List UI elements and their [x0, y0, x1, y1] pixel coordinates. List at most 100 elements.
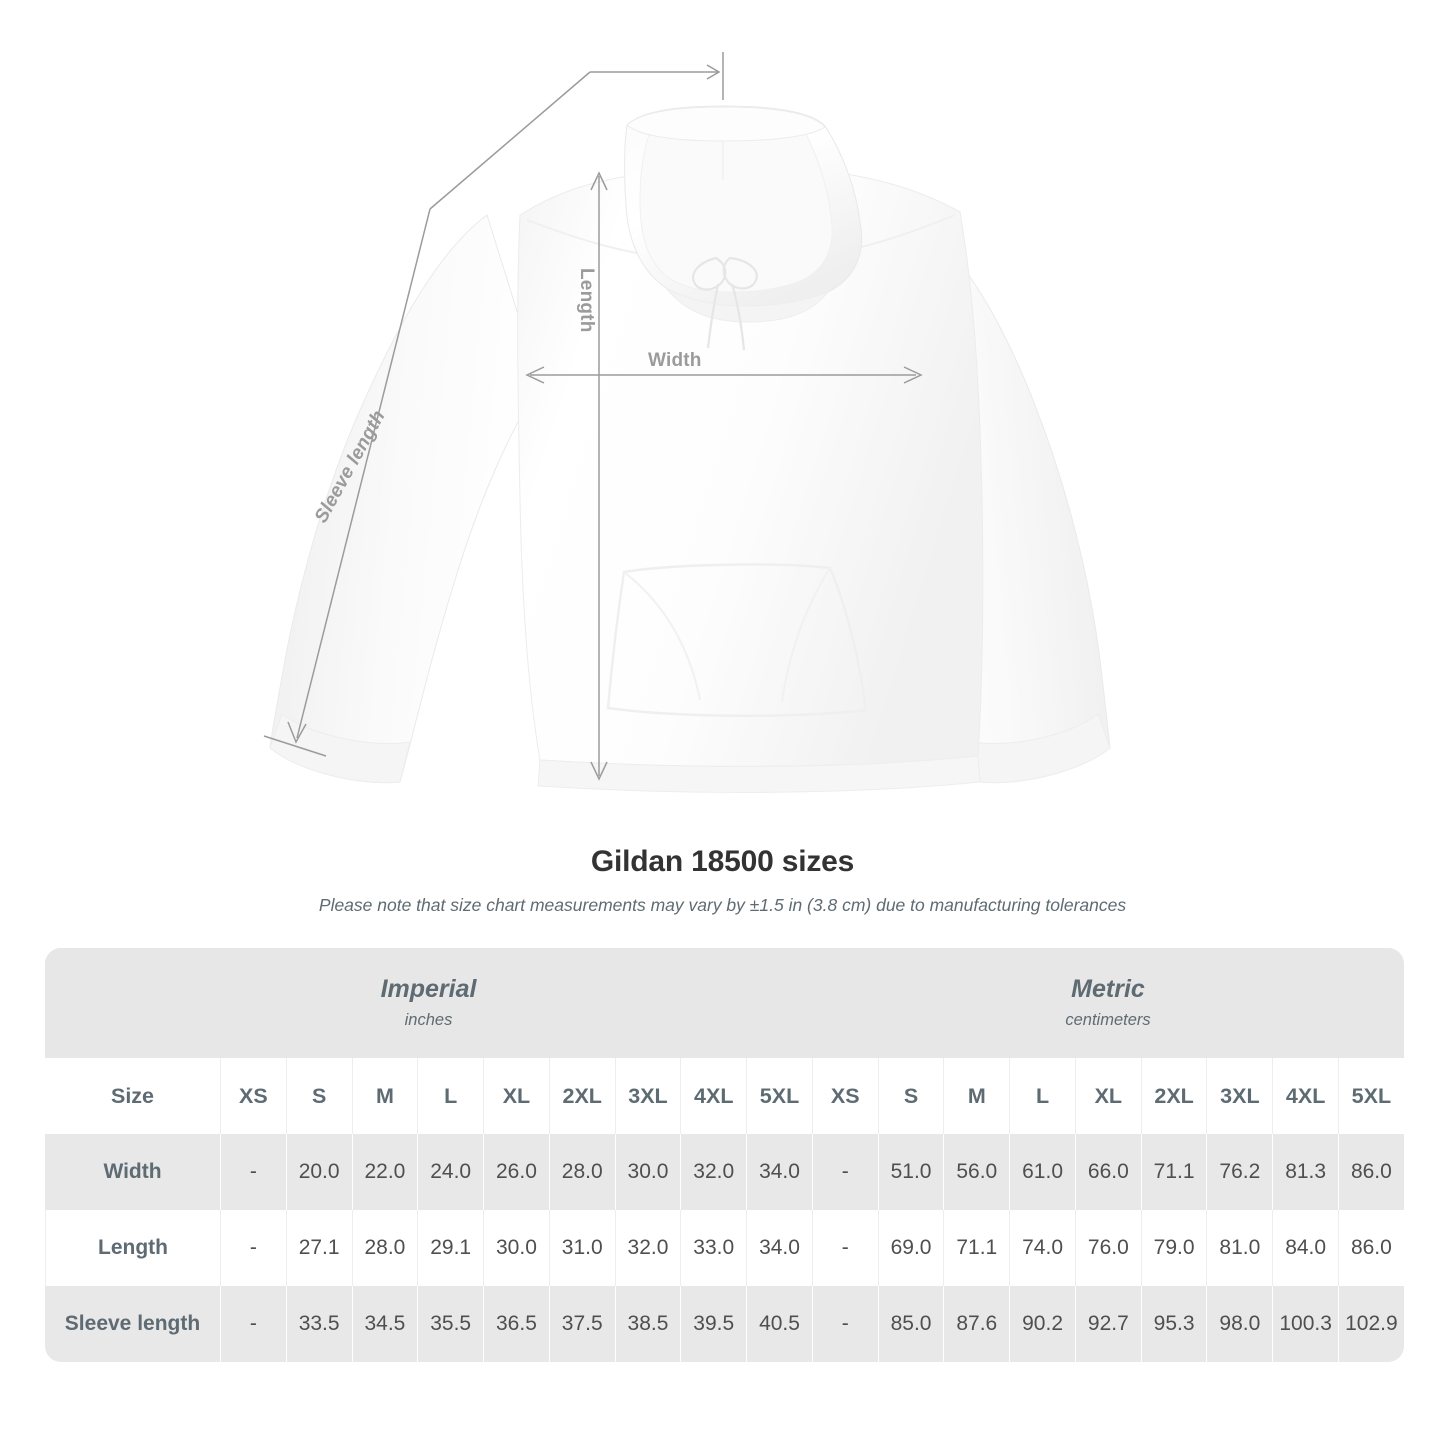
column-header-metric-5xl: 5XL: [1338, 1058, 1404, 1134]
row-header-width: Width: [103, 1160, 162, 1183]
cell-imperial-xl: 36.5: [483, 1286, 549, 1362]
column-header-imperial-4xl: 4XL: [680, 1058, 746, 1134]
unit-group-imperial-sub: inches: [404, 1010, 453, 1029]
cell-metric-xl: 92.7: [1074, 1286, 1141, 1362]
table-row: Sleeve length -33.5 34.5 35.5 36.5 37.5 38.5 39…: [45, 1286, 1404, 1362]
cell-metric-xs: -: [811, 1210, 878, 1286]
tolerance-note: Please note that size chart measurements…: [318, 895, 1127, 915]
cell-metric-4xl: 100.3: [1272, 1286, 1338, 1362]
cell-imperial-xl: 30.0: [483, 1210, 549, 1286]
column-header-row: Size XS S M L XL 2XL 3XL 4XL 5XL XS S M L XL 2XL 3XL 4XL 5…: [45, 1058, 1404, 1134]
hoodie-body: [269, 105, 1111, 793]
row-header-sleeve-length: Sleeve length: [64, 1312, 201, 1335]
unit-group-metric: Metric centimeters: [812, 948, 1404, 1058]
cell-metric-xl: 66.0: [1074, 1134, 1141, 1210]
cell-metric-l: 90.2: [1009, 1286, 1075, 1362]
cell-imperial-2xl: 37.5: [548, 1286, 615, 1362]
table-row: Width -20.0 22.0 24.0 26.0 28.0 30.0 32.0 34.0-5…: [45, 1134, 1404, 1210]
cell-metric-s: 51.0: [877, 1134, 944, 1210]
drawstring: [692, 256, 758, 351]
cell-metric-l: 74.0: [1009, 1210, 1075, 1286]
width-arrow-head-left: [525, 366, 545, 384]
column-header-metric-3xl: 3XL: [1206, 1058, 1272, 1134]
unit-header-row: Imperial inches Metric centimeters: [45, 948, 1404, 1058]
cell-metric-3xl: 98.0: [1206, 1286, 1272, 1362]
column-header-imperial-5xl: 5XL: [746, 1058, 812, 1134]
cell-metric-xl: 76.0: [1074, 1210, 1141, 1286]
unit-group-metric-name: Metric: [1071, 975, 1145, 1004]
cell-imperial-m: 34.5: [351, 1286, 418, 1362]
cell-metric-5xl: 102.9: [1338, 1286, 1404, 1362]
cell-metric-2xl: 71.1: [1140, 1134, 1207, 1210]
garment-diagram: Length Width Sleeve length: [263, 52, 1111, 793]
cell-metric-m: 56.0: [943, 1134, 1009, 1210]
unit-group-imperial: Imperial inches: [45, 948, 812, 1058]
cell-metric-5xl: 86.0: [1338, 1134, 1404, 1210]
table-row: Length -27.1 28.0 29.1 30.0 31.0 32.0 33.0 34.0-…: [45, 1210, 1404, 1286]
cell-imperial-xl: 26.0: [483, 1134, 549, 1210]
cell-imperial-s: 33.5: [285, 1286, 352, 1362]
cell-imperial-2xl: 31.0: [548, 1210, 615, 1286]
cell-metric-xs: -: [811, 1286, 878, 1362]
size-chart-table: Imperial inches Metric centimeters Size X…: [45, 948, 1404, 1362]
cell-metric-3xl: 81.0: [1206, 1210, 1272, 1286]
column-header-imperial-l: L: [417, 1058, 483, 1134]
title-block: Gildan 18500 sizes Please note that size…: [0, 845, 1445, 916]
cell-imperial-3xl: 32.0: [614, 1210, 681, 1286]
cell-imperial-l: 24.0: [417, 1134, 483, 1210]
length-arrow-head-top: [590, 171, 608, 191]
cell-metric-2xl: 79.0: [1140, 1210, 1207, 1286]
sleeve-length-dimension: [263, 52, 724, 757]
cell-metric-4xl: 81.3: [1272, 1134, 1338, 1210]
width-dimension: [525, 366, 923, 384]
length-dimension: [590, 171, 608, 781]
cell-imperial-xs: -: [220, 1134, 286, 1210]
column-header-imperial-xs: XS: [220, 1058, 286, 1134]
column-header-imperial-3xl: 3XL: [614, 1058, 681, 1134]
cell-imperial-s: 20.0: [285, 1134, 352, 1210]
cell-imperial-4xl: 32.0: [680, 1134, 746, 1210]
sleeve-arrow-head-bottom: [287, 721, 307, 744]
sleeve-arrow-head-right: [706, 64, 721, 80]
column-header-metric-m: M: [943, 1058, 1009, 1134]
column-header-metric-xl: XL: [1074, 1058, 1141, 1134]
cell-metric-xs: -: [811, 1134, 878, 1210]
cell-imperial-m: 22.0: [351, 1134, 418, 1210]
cell-imperial-5xl: 34.0: [746, 1134, 812, 1210]
cell-imperial-4xl: 39.5: [680, 1286, 746, 1362]
cell-metric-2xl: 95.3: [1140, 1286, 1207, 1362]
column-header-metric-s: S: [877, 1058, 944, 1134]
column-header-imperial-2xl: 2XL: [548, 1058, 615, 1134]
cell-metric-4xl: 84.0: [1272, 1210, 1338, 1286]
column-header-size: Size: [110, 1083, 155, 1108]
sleeve-tick-bottom: [263, 735, 327, 757]
column-header-metric-l: L: [1009, 1058, 1075, 1134]
page-title: Gildan 18500 sizes: [590, 845, 855, 878]
cell-imperial-4xl: 33.0: [680, 1210, 746, 1286]
cell-imperial-xs: -: [220, 1286, 286, 1362]
unit-group-imperial-name: Imperial: [380, 975, 477, 1004]
cell-imperial-s: 27.1: [285, 1210, 352, 1286]
cell-metric-m: 71.1: [943, 1210, 1009, 1286]
width-dimension-label: Width: [648, 350, 702, 371]
table-body: Size XS S M L XL 2XL 3XL 4XL 5XL XS S M L XL 2XL 3XL 4XL 5…: [45, 1058, 1404, 1362]
column-header-imperial-xl: XL: [483, 1058, 549, 1134]
cell-metric-3xl: 76.2: [1206, 1134, 1272, 1210]
cell-imperial-5xl: 40.5: [746, 1286, 812, 1362]
column-header-metric-xs: XS: [811, 1058, 878, 1134]
cell-imperial-3xl: 30.0: [614, 1134, 681, 1210]
cell-imperial-5xl: 34.0: [746, 1210, 812, 1286]
column-header-imperial-m: M: [351, 1058, 418, 1134]
column-header-metric-4xl: 4XL: [1272, 1058, 1338, 1134]
hoodie-illustration-svg: [263, 52, 1111, 793]
cell-metric-m: 87.6: [943, 1286, 1009, 1362]
cell-metric-s: 69.0: [877, 1210, 944, 1286]
unit-group-metric-sub: centimeters: [1065, 1010, 1151, 1029]
cell-metric-s: 85.0: [877, 1286, 944, 1362]
sleeve-line-diagonal-lower: [296, 208, 431, 739]
cell-imperial-xs: -: [220, 1210, 286, 1286]
cell-imperial-l: 35.5: [417, 1286, 483, 1362]
column-header-metric-2xl: 2XL: [1140, 1058, 1207, 1134]
cell-imperial-2xl: 28.0: [548, 1134, 615, 1210]
